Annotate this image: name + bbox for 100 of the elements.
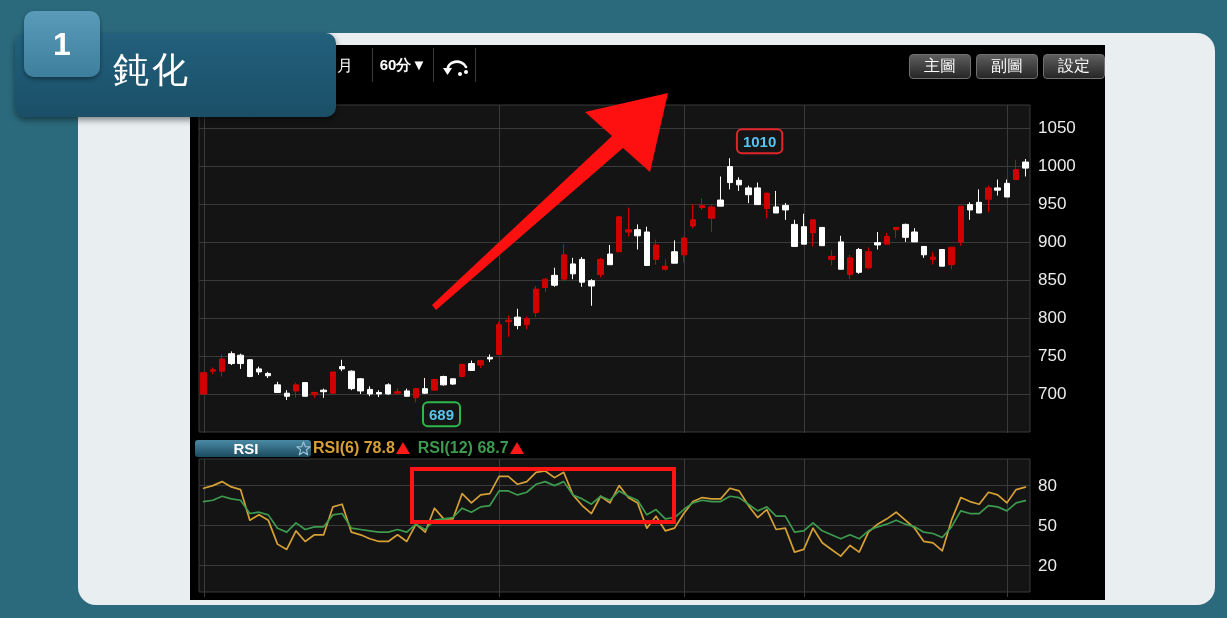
text: 1: [24, 11, 100, 77]
y-tick-label: 1000: [1038, 156, 1076, 176]
candlestick: [311, 391, 318, 399]
candlestick: [284, 389, 290, 401]
candlestick: [727, 157, 733, 190]
candlestick: [939, 248, 945, 267]
candlestick: [524, 315, 530, 330]
candlestick: [736, 176, 742, 192]
candlestick: [496, 321, 502, 355]
candlestick: [542, 277, 548, 293]
line-series: [202, 470, 1027, 557]
candlestick: [828, 249, 835, 266]
candlestick: [256, 366, 262, 376]
candlestick: [838, 235, 844, 270]
candlestick: [902, 223, 909, 243]
candlestick: [505, 315, 512, 338]
candlestick: [764, 191, 770, 219]
candlestick: [468, 360, 475, 371]
chart-title: 鈍化: [113, 48, 191, 92]
candlestick: [976, 188, 982, 214]
candlestick: [404, 388, 410, 397]
candlestick: [551, 267, 558, 288]
candlestick: [671, 239, 678, 264]
candlestick: [477, 359, 484, 369]
y-tick-label: 50: [1038, 516, 1057, 535]
candlestick: [616, 215, 622, 253]
candlestick: [948, 246, 955, 270]
candlestick: [293, 382, 299, 399]
y-tick-label: 80: [1038, 476, 1057, 496]
candlestick: [1004, 179, 1010, 198]
y-tick-label: 700: [1038, 384, 1067, 404]
candlestick: [450, 378, 456, 386]
candlestick: [717, 175, 724, 207]
candlestick: [1013, 159, 1019, 181]
y-tick-label: 20: [1038, 555, 1057, 575]
text: 60分▼: [378, 54, 428, 75]
candlestick: [819, 226, 825, 247]
text: RSI(12) 68.7: [417, 438, 509, 458]
candlestick: [533, 285, 539, 318]
candlestick: [357, 377, 364, 395]
annotation: 689: [428, 406, 455, 424]
candlestick: [579, 256, 585, 288]
text: 設定: [1043, 54, 1105, 79]
candlestick: [597, 257, 604, 279]
candlestick: [561, 243, 567, 282]
candlestick: [459, 363, 465, 378]
candlestick: [265, 371, 271, 379]
candlestick: [210, 366, 216, 375]
candlestick: [893, 226, 899, 239]
chart-title: RSI: [232, 440, 260, 457]
candlestick: [847, 254, 853, 280]
candlestick: [958, 205, 964, 247]
y-tick-label: 750: [1038, 346, 1067, 366]
candlestick: [367, 385, 373, 397]
y-tick-label: 800: [1038, 308, 1067, 328]
candlestick: [994, 179, 1001, 196]
candlestick: [237, 353, 244, 370]
candlestick: [967, 201, 973, 221]
candlestick: [339, 359, 345, 372]
candlestick: [247, 358, 253, 378]
candlestick: [440, 375, 447, 387]
candlestick: [514, 308, 521, 330]
y-tick-label: 950: [1038, 194, 1067, 214]
candlestick: [690, 204, 696, 229]
candlestick: [607, 244, 613, 266]
text: 月: [337, 56, 353, 76]
candlestick: [782, 202, 789, 221]
candlestick: [921, 245, 927, 259]
candlestick: [330, 371, 336, 395]
candlestick: [348, 369, 355, 391]
candlestick: [856, 247, 862, 275]
candlestick: [274, 381, 281, 393]
text: RSI(6) 78.8: [313, 438, 395, 458]
candlestick: [422, 377, 428, 395]
candlestick: [588, 278, 595, 307]
candlestick: [745, 185, 752, 204]
text: 主圖: [909, 54, 971, 79]
annotation: 1010: [742, 133, 777, 151]
line-series: [202, 480, 1027, 540]
candlestick: [773, 190, 779, 214]
candlestick: [385, 382, 391, 396]
candlestick: [1022, 158, 1029, 177]
candlestick: [644, 226, 650, 266]
candlestick: [625, 207, 632, 238]
candlestick: [200, 371, 207, 396]
candlestick: [653, 239, 659, 266]
candlestick: [634, 223, 641, 250]
y-tick-label: 900: [1038, 232, 1067, 252]
text: 副圖: [976, 54, 1038, 79]
candlestick: [708, 204, 715, 233]
candlestick: [754, 182, 761, 206]
candlestick: [930, 251, 936, 266]
candlestick: [413, 387, 419, 403]
candlestick: [320, 388, 327, 399]
candlestick: [431, 378, 438, 391]
candlestick: [985, 185, 992, 213]
candlestick: [570, 257, 576, 280]
candlestick: [219, 353, 225, 377]
candlestick: [874, 231, 881, 250]
candlestick: [662, 258, 668, 272]
